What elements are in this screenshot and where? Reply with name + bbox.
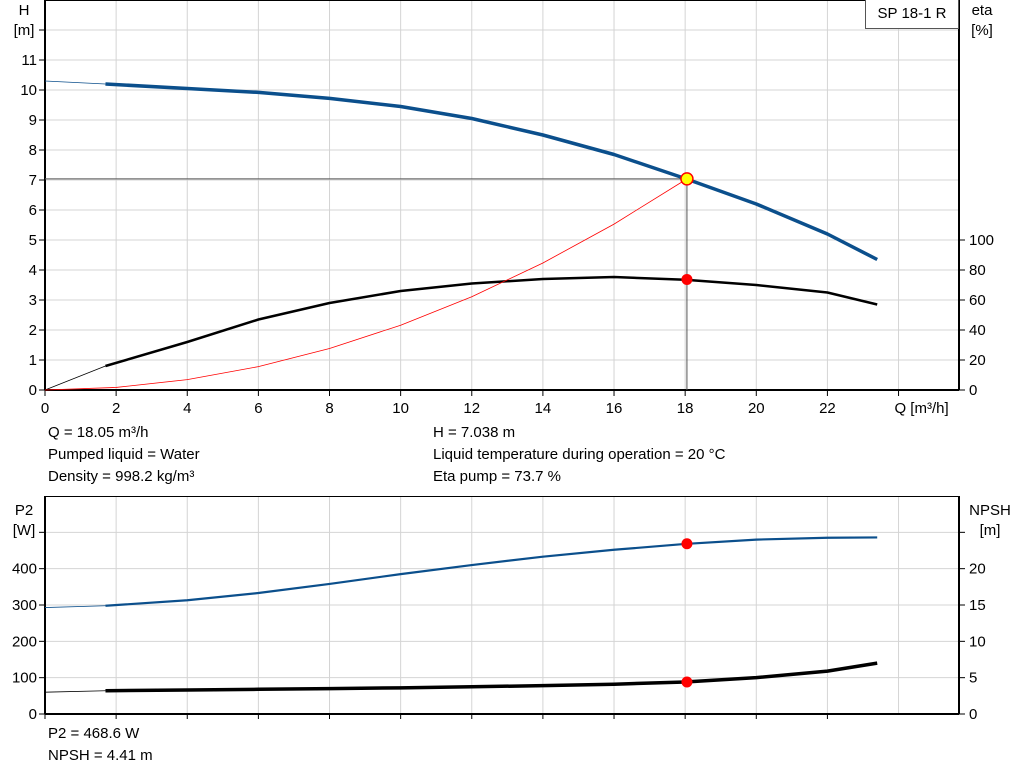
eta-operating-marker — [681, 273, 693, 285]
npsh-curve — [105, 661, 878, 693]
p2-readout: P2 = 468.6 W — [48, 725, 140, 742]
head-chart-y2-tick-label: 100 — [969, 232, 994, 249]
power-chart-y2-tick-label: 10 — [969, 633, 986, 650]
npsh-curve-extrapolation — [44, 690, 106, 693]
head-chart-y-tick-label: 5 — [29, 232, 37, 249]
eta-curve-extrapolation — [44, 365, 106, 391]
head-chart-y-tick-label: 8 — [29, 142, 37, 159]
head-chart-y-tick-label: 7 — [29, 172, 37, 189]
head-chart-y2-tick-label: 20 — [969, 352, 986, 369]
x-tick-label: 0 — [41, 400, 49, 417]
head-chart-y-tick-label: 10 — [20, 82, 37, 99]
power-chart-y2-tick-label: 20 — [969, 561, 986, 578]
model-label: SP 18-1 R — [865, 0, 959, 29]
head-chart-frame — [44, 0, 960, 391]
power-chart-y-tick-label: 0 — [29, 706, 37, 723]
head-chart-y-tick-label: 2 — [29, 322, 37, 339]
info-left: Q = 18.05 m³/h Pumped liquid = Water Den… — [48, 422, 200, 488]
power-chart-y2-tick-label: 5 — [969, 670, 977, 687]
x-tick-label: 4 — [183, 400, 191, 417]
pumped-liquid: Pumped liquid = Water — [48, 446, 200, 463]
head-chart-y-tick-label: 4 — [29, 262, 37, 279]
x-tick-label: 10 — [392, 400, 409, 417]
head-chart-y-tick-label: 9 — [29, 112, 37, 129]
x-tick-label: 8 — [325, 400, 333, 417]
p2-operating-marker — [681, 538, 693, 550]
x-tick-label: 16 — [606, 400, 623, 417]
head-chart-y2-tick-label: 60 — [969, 292, 986, 309]
npsh-operating-marker — [681, 676, 693, 688]
power-chart-y-tick-label: 400 — [12, 561, 37, 578]
p2-curve-extrapolation — [44, 605, 106, 608]
density-readout: Density = 998.2 kg/m³ — [48, 468, 195, 485]
head-chart-y2-tick-label: 0 — [969, 382, 977, 399]
head-operating-marker — [680, 172, 694, 186]
head-chart-y-tick-label: 1 — [29, 352, 37, 369]
x-tick-label: 2 — [112, 400, 120, 417]
system-curve — [44, 178, 688, 391]
head-chart-y2-tick-label: 40 — [969, 322, 986, 339]
power-chart-y2-axis-title: [m] — [980, 522, 1001, 539]
head-chart-y-tick-label: 3 — [29, 292, 37, 309]
power-chart-y-tick-label: 200 — [12, 633, 37, 650]
eta-curve — [105, 275, 878, 368]
p2-curve — [105, 536, 878, 607]
x-tick-label: 12 — [463, 400, 480, 417]
x-axis-title: Q [m³/h] — [894, 400, 948, 417]
power-chart-y-axis-title: [W] — [13, 522, 36, 539]
temperature-readout: Liquid temperature during operation = 20… — [433, 446, 726, 463]
x-tick-label: 20 — [748, 400, 765, 417]
head-chart-y2-axis-title: eta — [972, 2, 994, 19]
power-chart-y2-tick-label: 0 — [969, 706, 977, 723]
x-tick-label: 6 — [254, 400, 262, 417]
eta-readout: Eta pump = 73.7 % — [433, 468, 561, 485]
head-chart-y-tick-label: 0 — [29, 382, 37, 399]
power-chart-y-tick-label: 100 — [12, 670, 37, 687]
power-chart-y-tick-label: 300 — [12, 597, 37, 614]
head-curve-extrapolation — [44, 80, 106, 85]
power-chart-y2-tick-label: 15 — [969, 597, 986, 614]
x-tick-label: 22 — [819, 400, 836, 417]
flow-readout: Q = 18.05 m³/h — [48, 424, 149, 441]
power-chart-y-axis-title: P2 — [15, 502, 33, 519]
head-chart-y-axis-title: H — [19, 2, 30, 19]
head-chart-y2-tick-label: 80 — [969, 262, 986, 279]
power-chart-y2-axis-title: NPSH — [969, 502, 1011, 519]
head-chart-y-axis-title: [m] — [14, 22, 35, 39]
head-readout: H = 7.038 m — [433, 424, 516, 441]
head-chart-y-tick-label: 6 — [29, 202, 37, 219]
head-chart-y2-axis-title: [%] — [971, 22, 993, 39]
npsh-readout: NPSH = 4.41 m — [48, 747, 153, 764]
x-tick-label: 18 — [677, 400, 694, 417]
info-right: H = 7.038 m Liquid temperature during op… — [433, 422, 725, 488]
head-chart-y-tick-label: 11 — [21, 52, 37, 69]
head-curve — [105, 82, 879, 262]
info-bottom: P2 = 468.6 W NPSH = 4.41 m — [48, 723, 153, 767]
x-tick-label: 14 — [535, 400, 552, 417]
